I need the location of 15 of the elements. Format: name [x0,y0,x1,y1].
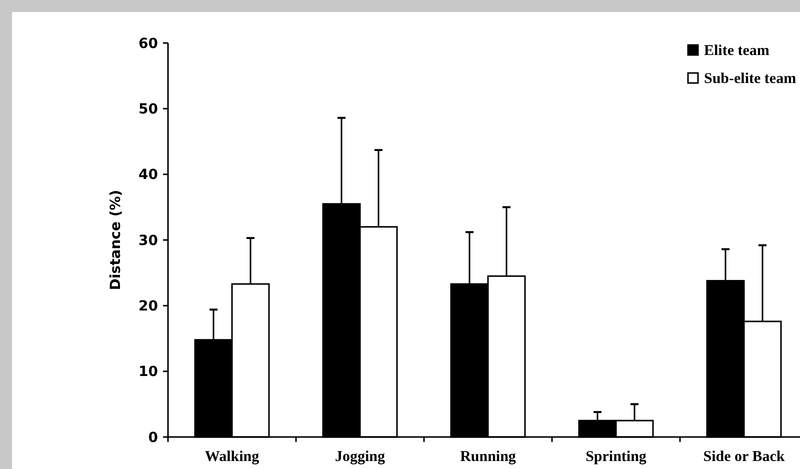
y-tick-label: 20 [138,298,158,315]
y-tick-label: 50 [138,102,158,118]
y-axis-title: Distance (%) [108,190,124,290]
y-tick-label: 30 [138,232,158,249]
x-tick-label: Walking [204,449,260,465]
x-tick-label: Running [460,449,516,465]
y-tick-label: 10 [138,364,158,380]
x-tick-label: Side or Back [703,449,786,465]
x-tick-label: Jogging [334,449,386,465]
y-tick-label: 60 [138,36,158,52]
y-tick-label: 40 [138,167,158,184]
legend-label: Elite team [704,43,770,59]
y-tick-label: 0 [148,430,158,446]
x-tick-label: Sprinting [586,449,647,465]
legend-label: Sub-elite team [704,71,797,87]
